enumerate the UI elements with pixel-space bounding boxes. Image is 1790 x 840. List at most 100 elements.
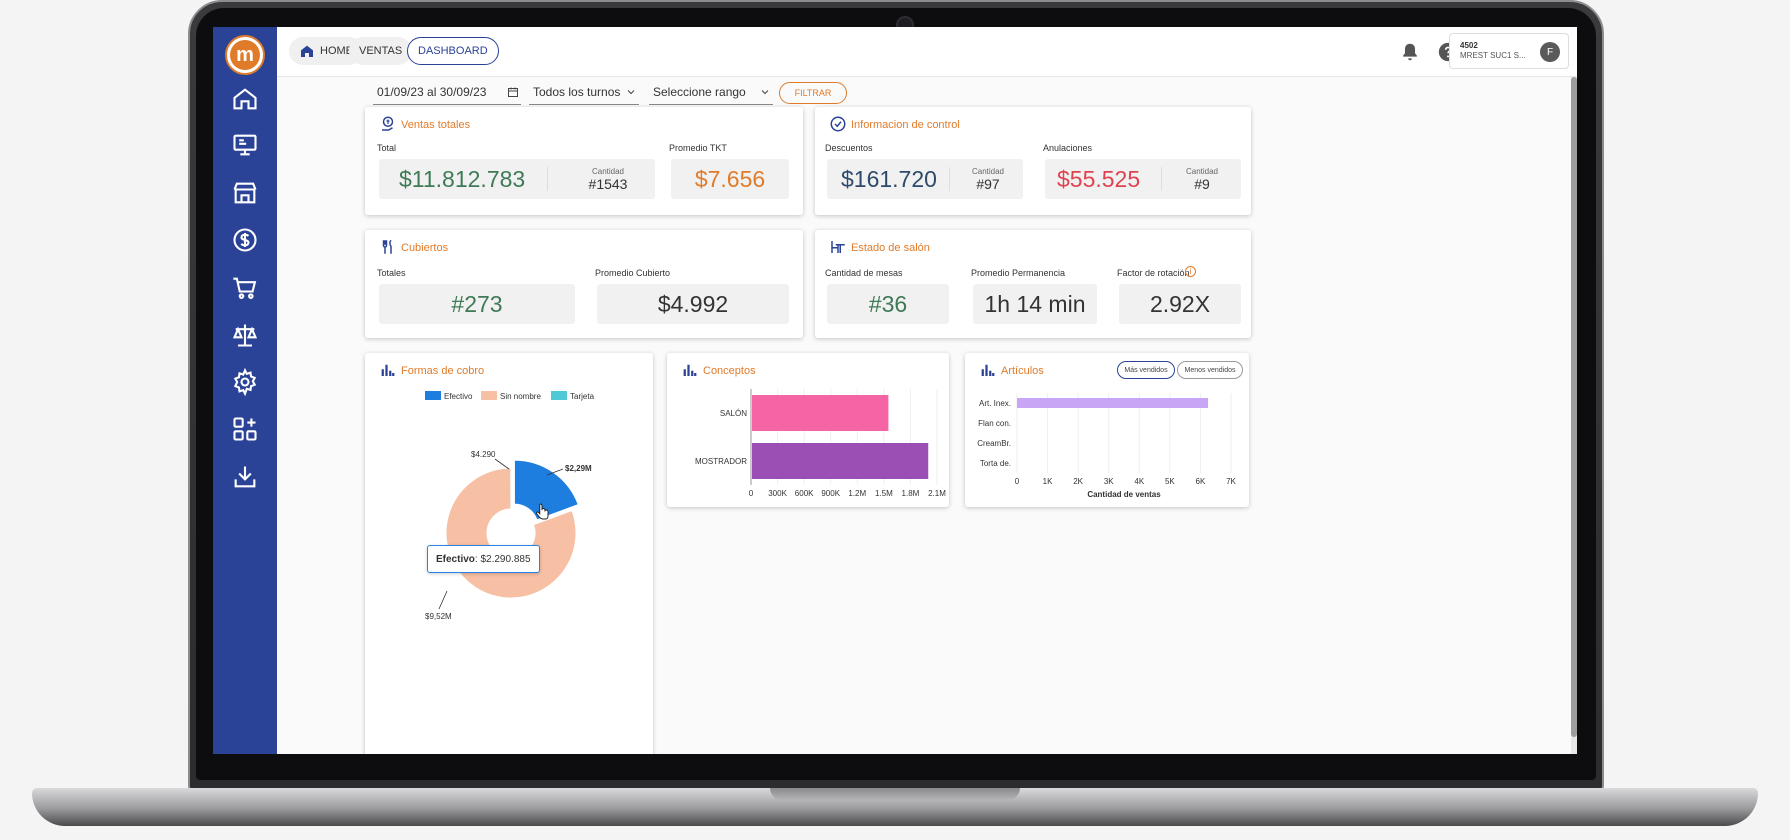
money-hand-icon — [379, 115, 397, 133]
menos-vendidos-toggle[interactable]: Menos vendidos — [1177, 361, 1243, 379]
slice-label: $4.290 — [471, 450, 496, 459]
breadcrumb-dashboard[interactable]: DASHBOARD — [407, 37, 499, 65]
add-apps-icon[interactable] — [231, 415, 259, 443]
turnos-select[interactable]: Todos los turnos — [529, 79, 639, 105]
info-icon[interactable]: i — [1185, 266, 1196, 277]
scale-icon[interactable] — [231, 321, 259, 349]
label-leader — [546, 468, 564, 476]
salon-card: Estado de salón Cantidad de mesas Promed… — [815, 230, 1251, 338]
home-icon[interactable] — [231, 85, 259, 113]
x-tick-label: 600K — [795, 489, 814, 498]
rotacion-value: 2.92X — [1149, 290, 1211, 317]
logo-letter: m — [230, 40, 260, 70]
x-tick-label: 1.2M — [848, 489, 866, 498]
pos-terminal-icon[interactable] — [231, 131, 259, 159]
articulos-card: Artículos Más vendidos Menos vendidos 0 1… — [965, 353, 1249, 507]
calendar-icon[interactable] — [507, 86, 519, 98]
dollar-icon[interactable] — [231, 226, 259, 254]
x-tick-label: 1.5M — [875, 489, 893, 498]
breadcrumb-home[interactable]: HOME — [289, 37, 363, 65]
breadcrumb-home-label: HOME — [320, 45, 353, 57]
anulaciones-box: $55.525 Cantidad #9 — [1045, 159, 1241, 199]
x-tick-label: 1.8M — [902, 489, 920, 498]
tooltip-label: Efectivo — [436, 553, 475, 565]
promedio-tkt-label: Promedio TKT — [669, 143, 727, 153]
breadcrumb-ventas[interactable]: VENTAS — [349, 37, 413, 65]
anulaciones-label: Anulaciones — [1043, 143, 1093, 153]
store-icon[interactable] — [231, 179, 259, 207]
bell-icon[interactable] — [1399, 41, 1421, 63]
cantidad-label: Cantidad — [971, 166, 1005, 176]
breadcrumb-dashboard-label: DASHBOARD — [418, 45, 488, 57]
cubiertos-card: Cubiertos Totales Promedio Cubierto #273… — [365, 230, 803, 338]
x-tick-label: 7K — [1226, 477, 1236, 486]
cantidad-value: #9 — [1194, 175, 1210, 192]
pie-slice — [513, 459, 579, 521]
promedio-tkt-value: $7.656 — [694, 165, 766, 192]
chevron-down-icon — [761, 89, 769, 94]
totales-box: #273 — [379, 284, 575, 324]
app-screen: m HOME VENTAS DASHBOARD 4502 MRES — [213, 27, 1577, 754]
label-leader — [438, 590, 448, 610]
top-bar: HOME VENTAS DASHBOARD 4502 MREST SUC1 S.… — [277, 27, 1577, 77]
scrollbar[interactable] — [1571, 77, 1577, 754]
label-leader — [494, 458, 510, 470]
download-icon[interactable] — [231, 463, 259, 491]
descuentos-value: $161.720 — [841, 165, 937, 192]
hand-cursor-icon — [536, 503, 549, 520]
descuentos-box: $161.720 Cantidad #97 — [827, 159, 1023, 199]
tooltip-value: $2.290.885 — [480, 553, 531, 565]
divider — [1161, 167, 1162, 191]
permanencia-label: Promedio Permanencia — [971, 268, 1066, 278]
mas-vendidos-toggle[interactable]: Más vendidos — [1117, 361, 1175, 379]
x-tick-label: 4K — [1134, 477, 1144, 486]
app-logo[interactable]: m — [225, 35, 265, 75]
y-tick-label: Flan con. — [978, 419, 1011, 428]
ventas-totales-card: Ventas totales Total Promedio TKT $11.81… — [365, 107, 803, 215]
cantidad-value: #97 — [976, 175, 1000, 192]
rango-select[interactable]: Seleccione rango — [649, 79, 773, 105]
filter-button[interactable]: FILTRAR — [779, 82, 847, 104]
descuentos-label: Descuentos — [825, 143, 873, 153]
bar-chart-icon — [379, 361, 397, 379]
card-title: Formas de cobro — [401, 365, 485, 377]
cart-icon[interactable] — [231, 274, 259, 302]
x-axis-label: Cantidad de ventas — [1087, 490, 1161, 499]
bar — [1017, 398, 1209, 408]
slice-label: $2,29M — [565, 464, 592, 473]
articulos-chart: 0 1K 2K 3K 4K 5K 6K 7K Art. Inex. Flan con. CreamB… — [977, 393, 1237, 499]
legend-swatch — [551, 391, 567, 400]
home-icon — [301, 45, 313, 57]
rotacion-label: Factor de rotación — [1117, 268, 1190, 278]
cantidad-label: Cantidad — [1185, 166, 1219, 176]
mesas-label: Cantidad de mesas — [825, 268, 903, 278]
chart-tooltip: Efectivo: $2.290.885 — [427, 545, 540, 573]
anulaciones-value: $55.525 — [1057, 165, 1141, 192]
x-tick-label: 2K — [1073, 477, 1083, 486]
x-tick-label: 5K — [1165, 477, 1175, 486]
permanencia-box: 1h 14 min — [973, 284, 1097, 324]
gear-icon[interactable] — [231, 367, 259, 397]
legend-swatch — [481, 391, 497, 400]
legend-label: Tarjeta — [570, 392, 595, 401]
laptop-base — [32, 788, 1758, 826]
bar — [752, 443, 929, 479]
user-menu[interactable]: 4502 MREST SUC1 S... F — [1449, 33, 1569, 69]
legend-label: Efectivo — [444, 392, 473, 401]
laptop-notch — [770, 788, 1020, 800]
x-tick-label: 0 — [1015, 477, 1020, 486]
x-tick-label: 300K — [768, 489, 787, 498]
chevron-down-icon — [627, 89, 635, 94]
date-range-field[interactable]: 01/09/23 al 30/09/23 — [373, 79, 521, 105]
scrollbar-thumb[interactable] — [1571, 77, 1577, 737]
promedio-tkt-box: $7.656 — [671, 159, 789, 199]
rango-placeholder: Seleccione rango — [653, 84, 746, 99]
card-title: Conceptos — [703, 365, 756, 377]
total-label: Total — [377, 143, 397, 153]
user-code: 4502 — [1460, 41, 1478, 50]
anulaciones-cantidad-block: Cantidad #9 — [1169, 167, 1235, 192]
x-tick-label: 1K — [1043, 477, 1053, 486]
date-range-value: 01/09/23 al 30/09/23 — [377, 84, 487, 99]
rotacion-box: 2.92X — [1119, 284, 1241, 324]
bar-chart-icon — [979, 361, 997, 379]
